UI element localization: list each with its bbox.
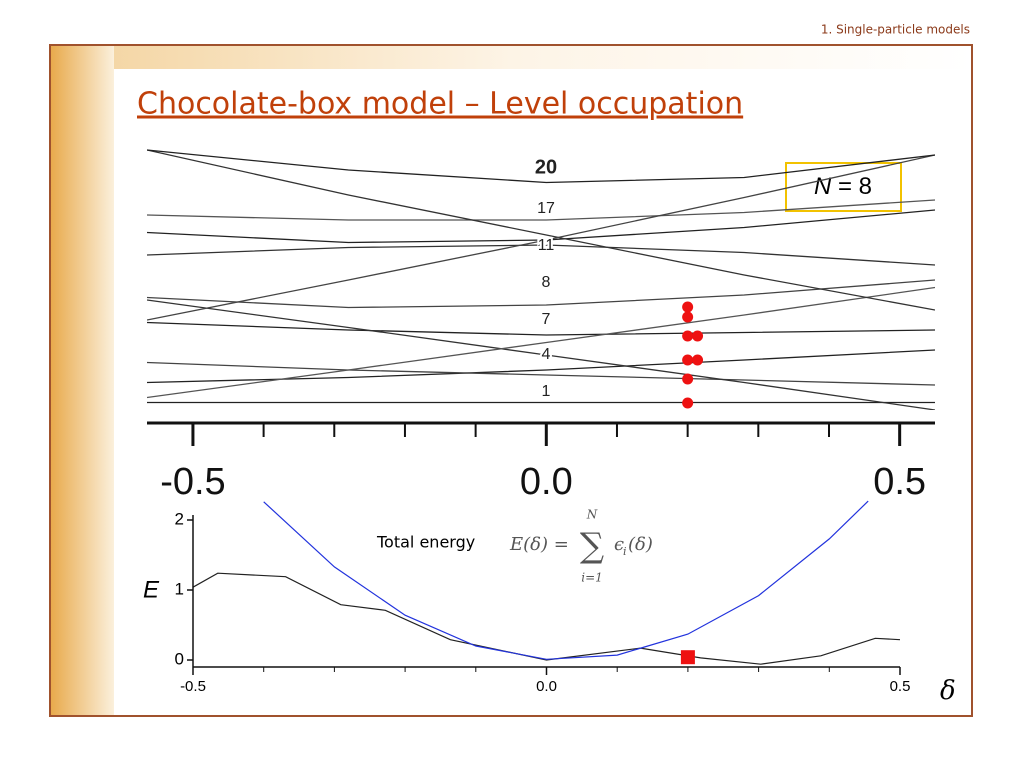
level-line	[147, 154, 935, 321]
occupied-dot	[682, 354, 694, 366]
n-value: = 8	[838, 173, 872, 200]
x-tick-label: 0.0	[520, 461, 573, 503]
level-line	[147, 199, 935, 221]
occupied-dot	[692, 354, 704, 366]
level-line	[147, 149, 935, 311]
level-label: 8	[542, 274, 551, 291]
level-axis: -0.5 0.0 0.5	[147, 421, 935, 503]
level-label: 4	[542, 346, 551, 363]
n-label: N = 8	[814, 173, 872, 200]
level-label: 20	[535, 156, 557, 178]
level-label: 1	[542, 383, 551, 400]
frame	[49, 44, 973, 717]
x-tick-label: 0.5	[873, 461, 926, 503]
x-tick-label: 0.0	[536, 678, 557, 695]
x-tick-label: -0.5	[160, 461, 225, 503]
occupied-dot	[682, 301, 694, 313]
level-label: 11	[538, 237, 555, 254]
n-symbol: N	[814, 173, 832, 200]
x-axis-label: δ	[940, 676, 956, 706]
level-line	[147, 361, 935, 386]
top-band	[50, 45, 972, 69]
y-tick-label: 0	[175, 649, 184, 668]
level-line	[147, 279, 935, 309]
n-box	[785, 162, 902, 212]
formula-upper: N	[586, 508, 598, 522]
x-tick-label: 0.5	[890, 678, 911, 695]
annotation: Total energy	[376, 533, 475, 552]
energy-line	[192, 572, 901, 665]
level-line	[147, 286, 935, 399]
level-line	[147, 299, 935, 410]
energy-axis: -0.5 0.0 0.5 0 1 2 Eδ Total energy E(δ) = ∑ Ni=1 ϵi…	[143, 508, 956, 707]
occupied-dot	[682, 311, 694, 323]
formula-lhs: E(δ) =	[509, 534, 569, 555]
y-tick-label: 1	[175, 579, 184, 598]
marker	[680, 650, 695, 665]
level-line	[147, 244, 935, 266]
level-label: 7	[542, 311, 551, 328]
level-line	[147, 321, 935, 336]
formula-sub: i	[623, 545, 627, 558]
occupied-dot	[692, 330, 704, 342]
level-label: 17	[537, 200, 555, 217]
left-band	[50, 45, 114, 716]
occupied-dot	[682, 397, 694, 409]
energy-line	[263, 500, 869, 660]
energy-plot	[192, 500, 901, 665]
title: Chocolate-box model – Level occupation	[137, 87, 743, 122]
occupied-dot	[682, 330, 694, 342]
level-line	[147, 149, 935, 184]
x-tick-label: -0.5	[180, 678, 206, 695]
occupied-dot	[682, 373, 694, 385]
level-plot: 20 17 11 8 7 4 1	[147, 149, 935, 410]
y-tick-label: 2	[175, 509, 184, 528]
formula-sum: ∑	[580, 526, 604, 566]
formula-term: ϵ	[614, 534, 624, 555]
formula-lower: i=1	[581, 571, 603, 585]
header: 1. Single-particle models	[821, 23, 970, 37]
formula-arg: (δ)	[628, 534, 653, 555]
y-axis-label: E	[143, 576, 160, 603]
